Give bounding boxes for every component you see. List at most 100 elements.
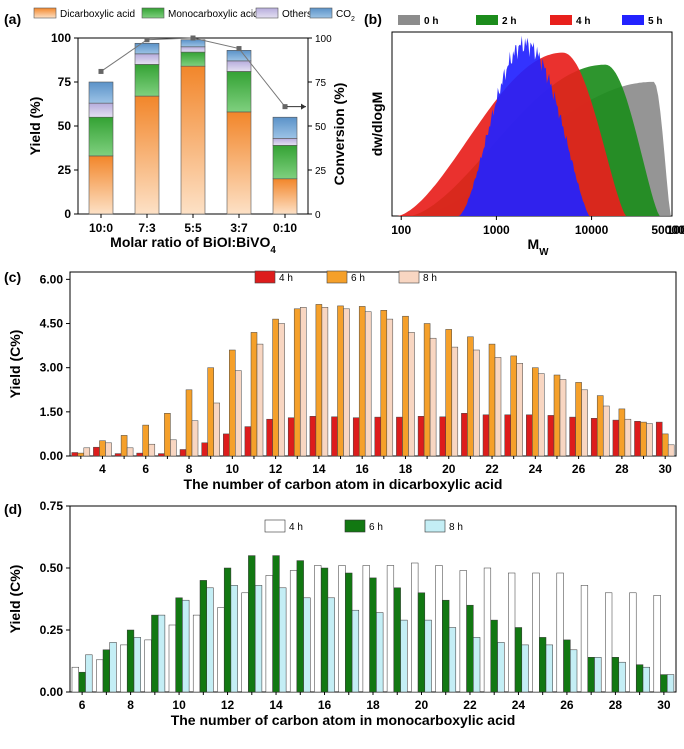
bar-c-8h-30 (667, 444, 675, 457)
bar-c-4h-8 (179, 449, 187, 457)
bar-c-6h-16 (358, 306, 366, 457)
bar-d-8h-24 (521, 644, 529, 693)
bar-c-8h-19 (429, 337, 437, 457)
bar-d-4h-30 (653, 595, 661, 693)
bar-d-4h-29 (629, 592, 637, 693)
legend-label-d-2: 8 h (449, 522, 463, 533)
bar-d-4h-23 (483, 567, 492, 693)
bar-d-8h-26 (570, 649, 578, 693)
x-tick-label-c: 18 (399, 462, 413, 476)
bar-c-4h-21 (461, 413, 468, 457)
bar-a-others-2 (180, 46, 206, 53)
bar-d-4h-17 (338, 565, 346, 693)
legend-swatch-d-0 (264, 519, 286, 533)
bar-a-dicarboxylic-acid-4 (272, 178, 298, 215)
bar-c-8h-16 (364, 311, 372, 457)
bar-a-others-4 (272, 138, 298, 146)
x-tick-label-c: 16 (355, 462, 369, 476)
bar-d-4h-19 (386, 565, 395, 693)
bar-d-8h-27 (594, 657, 602, 693)
bar-c-8h-20 (451, 346, 459, 457)
bar-c-6h-18 (402, 315, 409, 457)
bar-d-6h-17 (345, 572, 353, 693)
bar-c-8h-27 (603, 405, 610, 457)
legend-swatch-c-0 (254, 270, 276, 284)
bar-c-6h-26 (575, 382, 582, 457)
bar-d-6h-8 (126, 629, 135, 693)
bar-a-dicarboxylic-acid-3 (226, 111, 252, 215)
y2-tick-label-a: 75 (315, 78, 327, 89)
bar-c-4h-9 (201, 442, 208, 457)
bar-d-4h-26 (556, 572, 564, 693)
conversion-point-0 (98, 68, 104, 74)
bar-d-4h-21 (435, 565, 443, 693)
bar-c-4h-27 (590, 418, 598, 457)
x-tick-label-d: 18 (366, 698, 380, 712)
bar-c-4h-23 (504, 414, 511, 457)
panel-a-chart: 10:0 7:3 5:5 3:7 0:10 0 0 25 25 50 50 75 75 100 100 Yie… (27, 7, 355, 256)
bar-d-8h-17 (351, 609, 360, 693)
bar-d-8h-28 (618, 661, 626, 693)
bar-d-4h-18 (362, 565, 370, 693)
bar-d-6h-7 (102, 649, 110, 693)
bar-c-6h-22 (488, 343, 496, 457)
bar-d-6h-9 (151, 614, 159, 693)
bar-c-4h-17 (374, 416, 382, 457)
x-tick-label-d: 12 (221, 698, 235, 712)
bar-a-monocarboxylic-acid-0 (88, 116, 114, 157)
legend-label-c-2: 8 h (423, 273, 437, 284)
bar-c-8h-21 (473, 349, 480, 457)
bar-c-4h-14 (309, 416, 317, 457)
bar-d-6h-29 (636, 664, 644, 693)
panel-b-chart: 100 1000 10000 10000050000 MW dw/dlogM 0 h 2 h 4… (369, 15, 684, 258)
bar-c-6h-6 (142, 424, 149, 457)
x-tick-label-c: 26 (572, 462, 586, 476)
bar-d-6h-23 (490, 619, 498, 693)
y-tick-label-c: 4.50 (40, 317, 64, 331)
bar-c-4h-6 (136, 452, 143, 457)
bar-d-8h-11 (206, 587, 214, 693)
bar-c-6h-7 (164, 413, 171, 457)
bar-d-4h-8 (120, 644, 128, 693)
bar-d-4h-13 (241, 592, 249, 693)
bar-c-8h-9 (213, 402, 220, 457)
bar-c-6h-8 (185, 389, 193, 457)
bar-d-6h-22 (466, 604, 474, 693)
y-tick-label-a: 75 (58, 75, 72, 89)
bar-d-8h-21 (448, 627, 457, 693)
bar-c-4h-15 (331, 416, 338, 457)
bar-c-4h-7 (158, 453, 165, 457)
x-tick-label-a: 5:5 (184, 221, 202, 235)
legend-label-a-2: Others (282, 9, 312, 20)
y-tick-label-a: 50 (58, 119, 72, 133)
legend-swatch-b-0 (398, 15, 420, 25)
bar-a-others-3 (226, 60, 252, 72)
bar-d-6h-24 (514, 627, 523, 693)
panel-label-d: (d) (4, 501, 22, 517)
bar-c-4h-28 (612, 419, 620, 457)
legend-swatch-c-1 (326, 270, 348, 284)
bar-a-dicarboxylic-acid-2 (180, 65, 206, 215)
legend-swatch-b-2 (550, 15, 572, 25)
bar-c-8h-15 (343, 308, 350, 457)
bar-d-6h-15 (296, 560, 304, 693)
bar-c-8h-28 (624, 418, 632, 457)
bar-d-8h-12 (230, 585, 238, 693)
bar-a-co-2 (180, 39, 206, 48)
bar-d-6h-19 (393, 587, 401, 693)
bar-c-8h-7 (170, 439, 177, 457)
bar-c-6h-29 (640, 421, 647, 457)
bar-d-4h-7 (96, 659, 104, 693)
y-tick-label-d: 0.50 (40, 561, 64, 575)
bar-d-6h-14 (272, 555, 280, 693)
bar-c-8h-12 (278, 323, 285, 457)
panel-label-c: (c) (4, 269, 21, 285)
x-tick-label-b: 1000 (483, 223, 510, 237)
bar-d-6h-13 (248, 555, 256, 693)
bar-d-6h-30 (660, 674, 668, 693)
legend-label-d-1: 6 h (369, 522, 383, 533)
bar-a-monocarboxylic-acid-3 (226, 71, 252, 113)
bar-d-6h-11 (199, 580, 207, 693)
bar-c-8h-13 (300, 307, 307, 457)
legend-swatch-d-2 (424, 519, 446, 533)
